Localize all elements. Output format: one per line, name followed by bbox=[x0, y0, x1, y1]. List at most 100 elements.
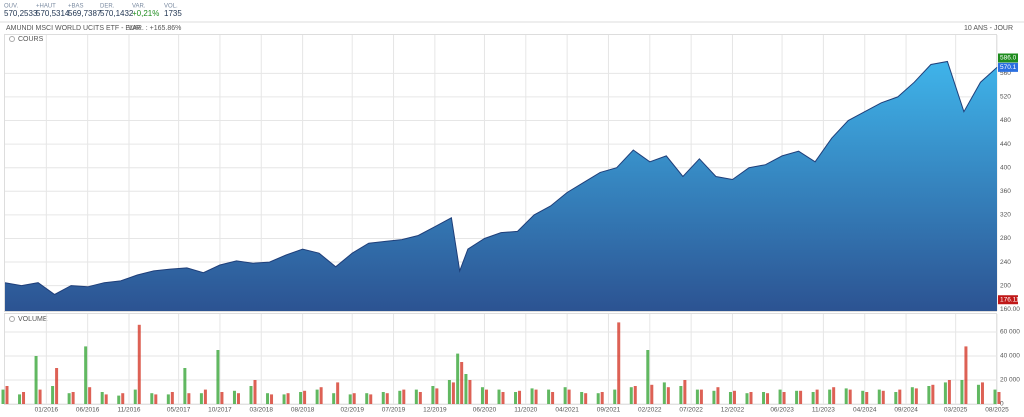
y-tick-label: 280 bbox=[1000, 235, 1011, 242]
volume-bar bbox=[88, 387, 92, 404]
volume-bar bbox=[199, 393, 203, 404]
quote-label: OUV. bbox=[4, 4, 18, 10]
quote-value: 570,5314 bbox=[36, 9, 70, 18]
volume-bar bbox=[150, 393, 154, 404]
volume-bar bbox=[799, 390, 803, 404]
volume-bar bbox=[782, 392, 786, 404]
volume-bar bbox=[34, 356, 38, 404]
x-tick-label: 04/2024 bbox=[853, 407, 877, 414]
x-tick-label: 03/2018 bbox=[250, 407, 274, 414]
legend-icon bbox=[9, 36, 15, 42]
x-tick-label: 12/2019 bbox=[423, 407, 447, 414]
y-tick-label: 560 bbox=[1000, 70, 1011, 77]
volume-bar bbox=[133, 389, 137, 404]
volume-bar bbox=[861, 390, 865, 404]
volume-bar bbox=[5, 386, 9, 404]
volume-bar bbox=[183, 368, 187, 404]
volume-bar bbox=[964, 346, 968, 404]
volume-bar bbox=[220, 392, 224, 404]
volume-bar bbox=[170, 392, 174, 404]
quote-label: +BAS bbox=[68, 4, 84, 10]
x-tick-label: 02/2019 bbox=[340, 407, 364, 414]
volume-bar bbox=[480, 387, 484, 404]
volume-bar bbox=[22, 392, 26, 404]
volume-bar bbox=[910, 387, 914, 404]
volume-bar bbox=[236, 393, 240, 404]
price-badge bbox=[998, 62, 1018, 72]
volume-bar bbox=[414, 389, 418, 404]
volume-bar bbox=[1, 389, 5, 404]
y-tick-label: 400 bbox=[1000, 164, 1011, 171]
volume-bar bbox=[456, 353, 460, 404]
volume-bar bbox=[778, 389, 782, 404]
volume-bar bbox=[369, 394, 373, 404]
quote-value: 570,1432 bbox=[100, 9, 134, 18]
volume-bar bbox=[567, 389, 571, 404]
volume-bar bbox=[352, 393, 356, 404]
volume-bar bbox=[51, 386, 55, 404]
volume-bar bbox=[336, 382, 340, 404]
x-tick-label: 11/2020 bbox=[514, 407, 537, 414]
volume-bar bbox=[38, 389, 42, 404]
volume-bar bbox=[398, 390, 402, 404]
volume-bar bbox=[319, 387, 323, 404]
volume-bar bbox=[749, 392, 753, 404]
volume-bar bbox=[732, 390, 736, 404]
volume-bar bbox=[534, 389, 538, 404]
volume-bar bbox=[381, 392, 385, 404]
chart-subtitle: VAR. : +165.86% bbox=[128, 25, 181, 32]
volume-bar bbox=[137, 324, 141, 404]
volume-bar bbox=[844, 388, 848, 404]
volume-bar bbox=[580, 392, 584, 404]
volume-bar bbox=[766, 393, 770, 404]
y-tick-label: 60 000 bbox=[1000, 329, 1020, 336]
y-tick-label: 20 000 bbox=[1000, 377, 1020, 384]
volume-bar bbox=[976, 384, 980, 404]
volume-bar bbox=[100, 392, 104, 404]
volume-bar bbox=[881, 390, 885, 404]
volume-bar bbox=[402, 389, 406, 404]
volume-bar bbox=[348, 394, 352, 404]
volume-bar bbox=[745, 393, 749, 404]
legend: COURS bbox=[18, 36, 44, 43]
volume-bar bbox=[832, 387, 836, 404]
volume-bar bbox=[931, 384, 935, 404]
x-tick-label: 11/2023 bbox=[812, 407, 835, 414]
price-badge-label: 570.1 bbox=[1000, 64, 1017, 71]
volume-bar bbox=[451, 382, 455, 404]
volume-bar bbox=[815, 389, 819, 404]
price-badge bbox=[998, 53, 1018, 63]
volume-bar bbox=[18, 394, 22, 404]
x-tick-label: 09/2021 bbox=[597, 407, 621, 414]
volume-bar bbox=[662, 382, 666, 404]
quote-label: VAR. bbox=[132, 4, 146, 10]
volume-bar bbox=[468, 380, 472, 404]
volume-bar bbox=[960, 380, 964, 404]
volume-bar bbox=[617, 322, 621, 404]
volume-bar bbox=[286, 393, 290, 404]
volume-bar bbox=[530, 388, 534, 404]
volume-bar bbox=[943, 382, 947, 404]
volume-bar bbox=[712, 390, 716, 404]
quote-label: DER. bbox=[100, 4, 115, 10]
volume-bar bbox=[315, 389, 319, 404]
volume-bar bbox=[418, 392, 422, 404]
y-tick-label: 160.00 bbox=[1000, 306, 1020, 313]
x-tick-label: 04/2021 bbox=[555, 407, 579, 414]
x-tick-label: 06/2023 bbox=[770, 407, 794, 414]
y-tick-label: 440 bbox=[1000, 141, 1011, 148]
volume-bar bbox=[695, 389, 699, 404]
volume-bar bbox=[633, 386, 637, 404]
volume-bar bbox=[154, 394, 158, 404]
volume-bar bbox=[683, 380, 687, 404]
volume-bar bbox=[249, 386, 253, 404]
volume-bar bbox=[547, 389, 551, 404]
volume-bar bbox=[71, 392, 75, 404]
y-tick-label: 480 bbox=[1000, 117, 1011, 124]
volume-bar bbox=[613, 389, 617, 404]
x-tick-label: 05/2017 bbox=[167, 407, 191, 414]
quote-value: 1735 bbox=[164, 9, 182, 18]
x-tick-label: 02/2022 bbox=[638, 407, 662, 414]
volume-bar bbox=[216, 350, 220, 404]
x-tick-label: 08/2025 bbox=[985, 407, 1009, 414]
